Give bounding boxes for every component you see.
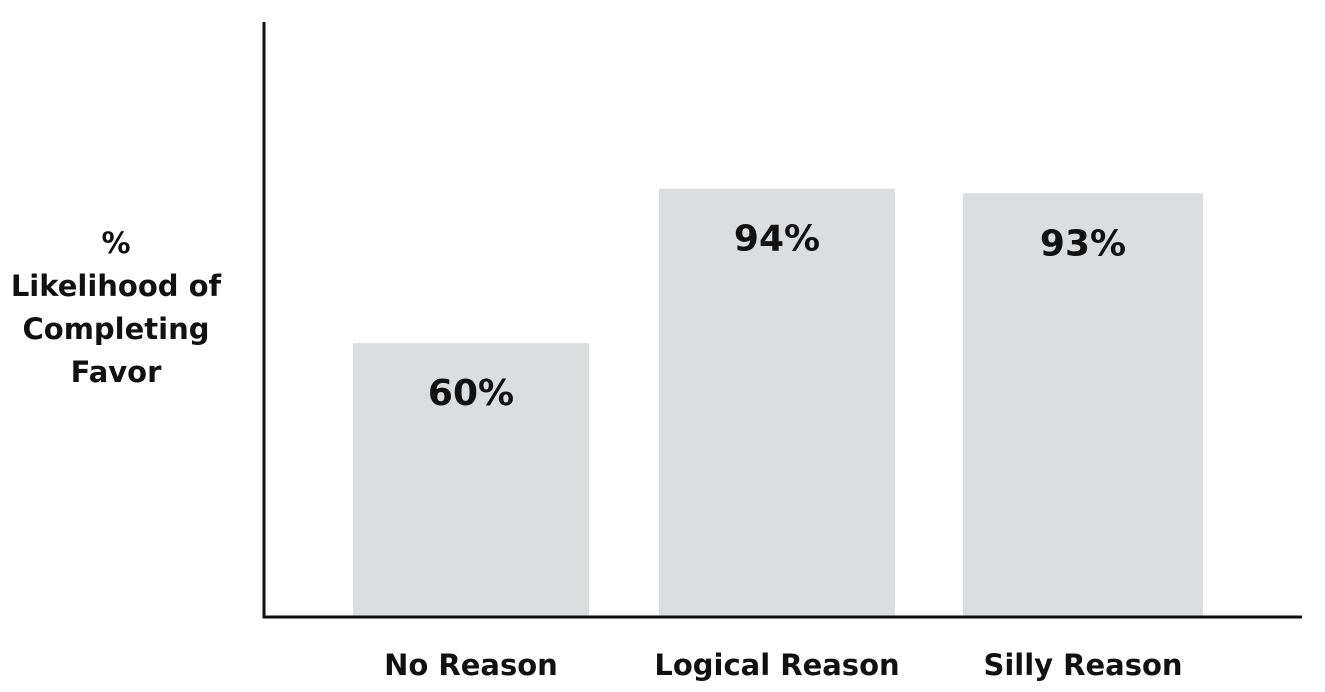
data-labels-group: 60% 94% 93% [428, 219, 1126, 414]
y-axis-label-line-2: Likelihood of [10, 269, 222, 303]
x-tick-label-logical-reason: Logical Reason [654, 648, 899, 682]
bar-logical-reason [659, 188, 895, 616]
data-label-no-reason: 60% [428, 373, 514, 414]
y-axis-label: % Likelihood of Completing Favor [0, 222, 232, 394]
data-label-silly-reason: 93% [1040, 223, 1126, 264]
y-axis-label-line-1: % [101, 226, 131, 260]
bar-no-reason [353, 343, 589, 616]
bar-silly-reason [963, 193, 1203, 616]
y-axis-label-line-3: Completing [22, 312, 210, 346]
bars-group [353, 188, 1203, 616]
x-tick-labels-group: No Reason Logical Reason Silly Reason [384, 648, 1182, 682]
x-tick-label-silly-reason: Silly Reason [983, 648, 1182, 682]
y-axis-label-line-4: Favor [70, 355, 162, 389]
data-label-logical-reason: 94% [734, 219, 820, 260]
x-tick-label-no-reason: No Reason [384, 648, 558, 682]
